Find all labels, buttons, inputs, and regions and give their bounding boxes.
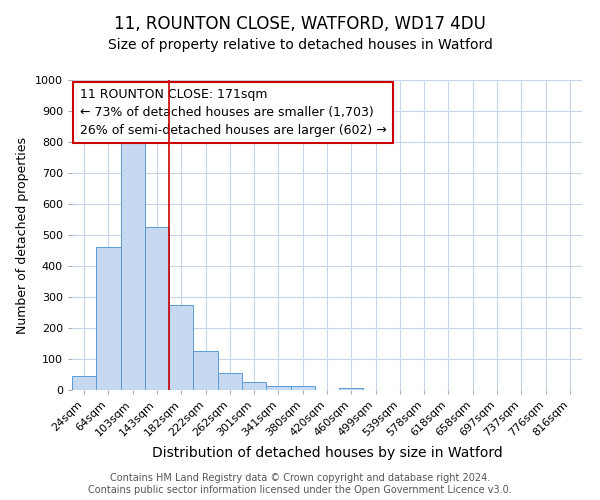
Bar (339, 388, 364, 390)
Bar (169, 304, 193, 390)
Text: 11 ROUNTON CLOSE: 171sqm
← 73% of detached houses are smaller (1,703)
26% of sem: 11 ROUNTON CLOSE: 171sqm ← 73% of detach… (80, 88, 386, 136)
Bar (96, 248, 121, 390)
Text: Size of property relative to detached houses in Watford: Size of property relative to detached ho… (107, 38, 493, 52)
X-axis label: Distribution of detached houses by size in Watford: Distribution of detached houses by size … (152, 446, 502, 460)
Text: 11, ROUNTON CLOSE, WATFORD, WD17 4DU: 11, ROUNTON CLOSE, WATFORD, WD17 4DU (114, 15, 486, 33)
Bar (218, 373, 242, 390)
Bar (242, 382, 266, 390)
Bar (121, 139, 145, 390)
Bar (193, 351, 218, 390)
Bar (145, 227, 169, 390)
Bar (290, 386, 315, 390)
Bar (266, 386, 290, 390)
Text: Contains HM Land Registry data © Crown copyright and database right 2024.
Contai: Contains HM Land Registry data © Crown c… (88, 474, 512, 495)
Y-axis label: Number of detached properties: Number of detached properties (16, 136, 29, 334)
Bar (72, 376, 96, 390)
